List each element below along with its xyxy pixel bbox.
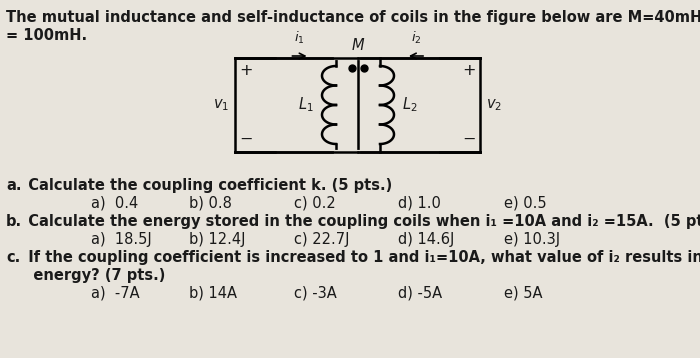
Text: c) -3A: c) -3A (294, 286, 337, 301)
Text: Calculate the coupling coefficient k. (5 pts.): Calculate the coupling coefficient k. (5… (18, 178, 392, 193)
Text: a)  -7A: a) -7A (91, 286, 139, 301)
Text: −: − (239, 132, 253, 147)
Text: c) 0.2: c) 0.2 (294, 196, 336, 211)
Text: a)  18.5J: a) 18.5J (91, 232, 152, 247)
Text: d) -5A: d) -5A (398, 286, 442, 301)
Text: $L_1$: $L_1$ (298, 96, 314, 114)
Text: −: − (463, 132, 476, 147)
Text: M: M (351, 38, 364, 53)
Text: c) 22.7J: c) 22.7J (294, 232, 349, 247)
Text: $L_2$: $L_2$ (402, 96, 417, 114)
Text: e) 0.5: e) 0.5 (504, 196, 547, 211)
Text: Calculate the energy stored in the coupling coils when i₁ =10A and i₂ =15A.  (5 : Calculate the energy stored in the coupl… (18, 214, 700, 229)
Text: $i_2$: $i_2$ (411, 30, 421, 46)
Text: = 100mH.: = 100mH. (6, 28, 87, 43)
Text: d) 1.0: d) 1.0 (398, 196, 441, 211)
Text: If the coupling coefficient is increased to 1 and i₁=10A, what value of i₂ resul: If the coupling coefficient is increased… (18, 250, 700, 265)
Text: b) 14A: b) 14A (189, 286, 237, 301)
Text: +: + (463, 63, 476, 78)
Text: a)  0.4: a) 0.4 (91, 196, 139, 211)
Text: e) 10.3J: e) 10.3J (504, 232, 560, 247)
Text: a.: a. (6, 178, 22, 193)
Text: +: + (239, 63, 253, 78)
Text: b) 0.8: b) 0.8 (189, 196, 232, 211)
Text: b) 12.4J: b) 12.4J (189, 232, 246, 247)
Text: The mutual inductance and self-inductance of coils in the figure below are M=40m: The mutual inductance and self-inductanc… (6, 10, 700, 25)
Text: d) 14.6J: d) 14.6J (398, 232, 454, 247)
Text: $i_1$: $i_1$ (294, 30, 304, 46)
Text: b.: b. (6, 214, 22, 229)
Text: c.: c. (6, 250, 20, 265)
Text: $v_1$: $v_1$ (213, 97, 229, 113)
Text: e) 5A: e) 5A (504, 286, 542, 301)
Text: $v_2$: $v_2$ (486, 97, 502, 113)
Text: energy? (7 pts.): energy? (7 pts.) (18, 268, 165, 283)
